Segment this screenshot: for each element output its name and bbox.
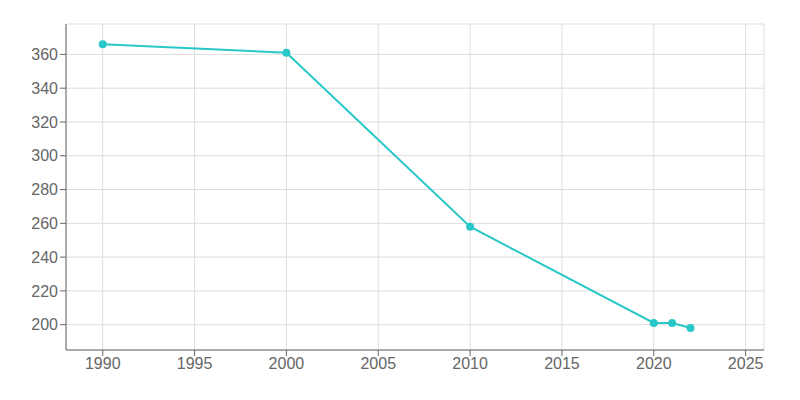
svg-text:240: 240 [31,249,58,266]
svg-text:2015: 2015 [544,355,580,372]
svg-text:2000: 2000 [269,355,305,372]
svg-text:200: 200 [31,316,58,333]
svg-text:2025: 2025 [728,355,764,372]
svg-text:220: 220 [31,283,58,300]
svg-text:320: 320 [31,114,58,131]
svg-text:300: 300 [31,147,58,164]
svg-text:1990: 1990 [85,355,121,372]
svg-text:280: 280 [31,181,58,198]
svg-text:340: 340 [31,80,58,97]
svg-text:1995: 1995 [177,355,213,372]
svg-text:360: 360 [31,46,58,63]
svg-text:260: 260 [31,215,58,232]
svg-text:2010: 2010 [452,355,488,372]
svg-text:2020: 2020 [636,355,672,372]
svg-text:2005: 2005 [360,355,396,372]
